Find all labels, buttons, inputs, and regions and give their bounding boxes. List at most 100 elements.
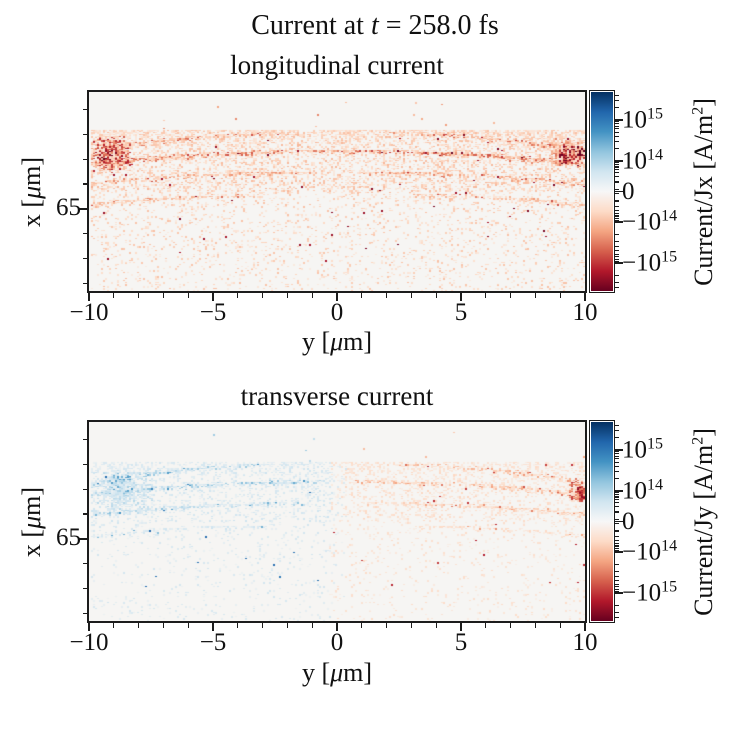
cbar-label-pre: Current/Jy [A/m (689, 444, 718, 616)
cbar-label-sup: 2 (689, 436, 707, 445)
colorbar-minor-tick (614, 547, 620, 549)
plot-area-jx (79, 90, 587, 301)
colorbar-tick-label: −1015 (622, 248, 678, 277)
colorbar-minor-tick (614, 571, 620, 573)
x-minor-tick (162, 623, 164, 628)
heatmap-canvas-jy (89, 422, 585, 621)
colorbar-minor-tick (614, 429, 620, 431)
colorbar-major-tick (614, 159, 623, 162)
plot-area-jy (79, 420, 587, 631)
colorbar-minor-tick (614, 166, 620, 168)
colorbar-minor-tick (614, 164, 620, 166)
colorbar-minor-tick (614, 458, 620, 460)
colorbar-minor-tick (614, 125, 620, 127)
colorbar-minor-tick (614, 576, 620, 578)
y-minor-tick (82, 158, 87, 160)
y-minor-tick (82, 588, 87, 590)
colorbar-minor-tick (614, 539, 620, 541)
colorbar-tick-label: −1014 (622, 537, 678, 567)
x-minor-tick (113, 623, 115, 628)
colorbar-minor-tick (614, 161, 620, 164)
xlabel-mu: μ (330, 658, 344, 687)
ylabel-post: m] (17, 156, 46, 186)
x-tick-label: 5 (454, 299, 468, 326)
x-major-tick (212, 623, 214, 631)
x-tick-label: −10 (69, 299, 109, 326)
figure-title: Current at t = 258.0 fs (0, 10, 750, 42)
colorbar-minor-tick (614, 499, 620, 501)
colorbar-major-tick (614, 118, 623, 121)
colorbar-minor-tick (614, 287, 620, 289)
xlabel-pre: y [ (301, 658, 331, 687)
colorbar-major-tick (614, 221, 623, 224)
colorbar-minor-tick (614, 545, 620, 547)
colorbar-minor-tick (614, 437, 620, 439)
colorbar-minor-tick (614, 176, 620, 178)
colorbar-minor-tick (614, 506, 620, 508)
colorbar-label-jx: Current/Jx [A/m2] (678, 92, 730, 291)
x-tick-label: 0 (330, 629, 344, 656)
y-minor-tick (82, 108, 87, 110)
x-minor-tick (262, 293, 264, 298)
y-minor-tick (82, 258, 87, 260)
figure-title-prefix: Current at (251, 10, 371, 41)
x-major-tick (336, 623, 338, 631)
x-minor-tick (237, 293, 239, 298)
colorbar-minor-tick (614, 219, 620, 222)
y-minor-tick (82, 438, 87, 440)
cbar-label-sup: 2 (689, 106, 707, 115)
colorbar-minor-tick (614, 453, 620, 455)
ylabel-post: m] (17, 486, 46, 516)
colorbar-major-tick (614, 489, 623, 492)
colorbar-minor-tick (614, 94, 620, 96)
xlabel-pre: y [ (301, 327, 331, 356)
y-minor-tick (82, 513, 87, 515)
colorbar-minor-tick (614, 604, 620, 606)
colorbar-minor-tick (614, 181, 620, 183)
x-minor-tick (361, 623, 363, 628)
x-minor-tick (286, 293, 288, 298)
colorbar-minor-tick (614, 258, 620, 260)
colorbar-major-tick (614, 190, 623, 193)
colorbar-minor-tick (614, 193, 620, 195)
x-minor-tick (534, 293, 536, 298)
x-minor-tick (386, 623, 388, 628)
x-major-tick (584, 623, 586, 631)
colorbar-major-tick (614, 448, 623, 451)
colorbar-minor-tick (614, 451, 620, 453)
x-minor-tick (559, 623, 561, 628)
x-minor-tick (113, 293, 115, 298)
colorbar-minor-tick (614, 282, 620, 284)
colorbar-minor-tick (614, 470, 620, 472)
colorbar-tick-label: 1015 (622, 105, 663, 134)
colorbar-minor-tick (614, 246, 620, 248)
x-minor-tick (485, 293, 487, 298)
colorbar-minor-tick (614, 502, 620, 504)
x-minor-tick (138, 293, 140, 298)
x-minor-tick (435, 623, 437, 628)
colorbar-minor-tick (614, 217, 620, 219)
cbar-label-post: ] (689, 427, 718, 437)
colorbar-tick-label: 1014 (622, 475, 663, 505)
colorbar-minor-tick (614, 99, 620, 101)
x-major-tick (460, 293, 462, 301)
colorbar-minor-tick (614, 215, 620, 217)
y-major-tick (79, 538, 87, 540)
x-minor-tick (187, 623, 189, 628)
y-major-tick (79, 208, 87, 210)
x-minor-tick (138, 623, 140, 628)
colorbar-minor-tick (614, 147, 620, 149)
colorbar-minor-tick (614, 455, 620, 457)
y-axis-label-jx: x [μm] (14, 92, 50, 291)
x-minor-tick (485, 623, 487, 628)
x-major-tick (336, 293, 338, 301)
x-minor-tick (311, 623, 313, 628)
x-minor-tick (262, 623, 264, 628)
panel-title-transverse: transverse current (240, 381, 434, 411)
x-minor-tick (410, 623, 412, 628)
x-major-tick (212, 293, 214, 301)
figure-title-variable: t (370, 10, 379, 41)
colorbar-tick-label: 1015 (622, 435, 663, 464)
colorbar-minor-tick (614, 188, 620, 190)
x-major-tick (460, 623, 462, 631)
